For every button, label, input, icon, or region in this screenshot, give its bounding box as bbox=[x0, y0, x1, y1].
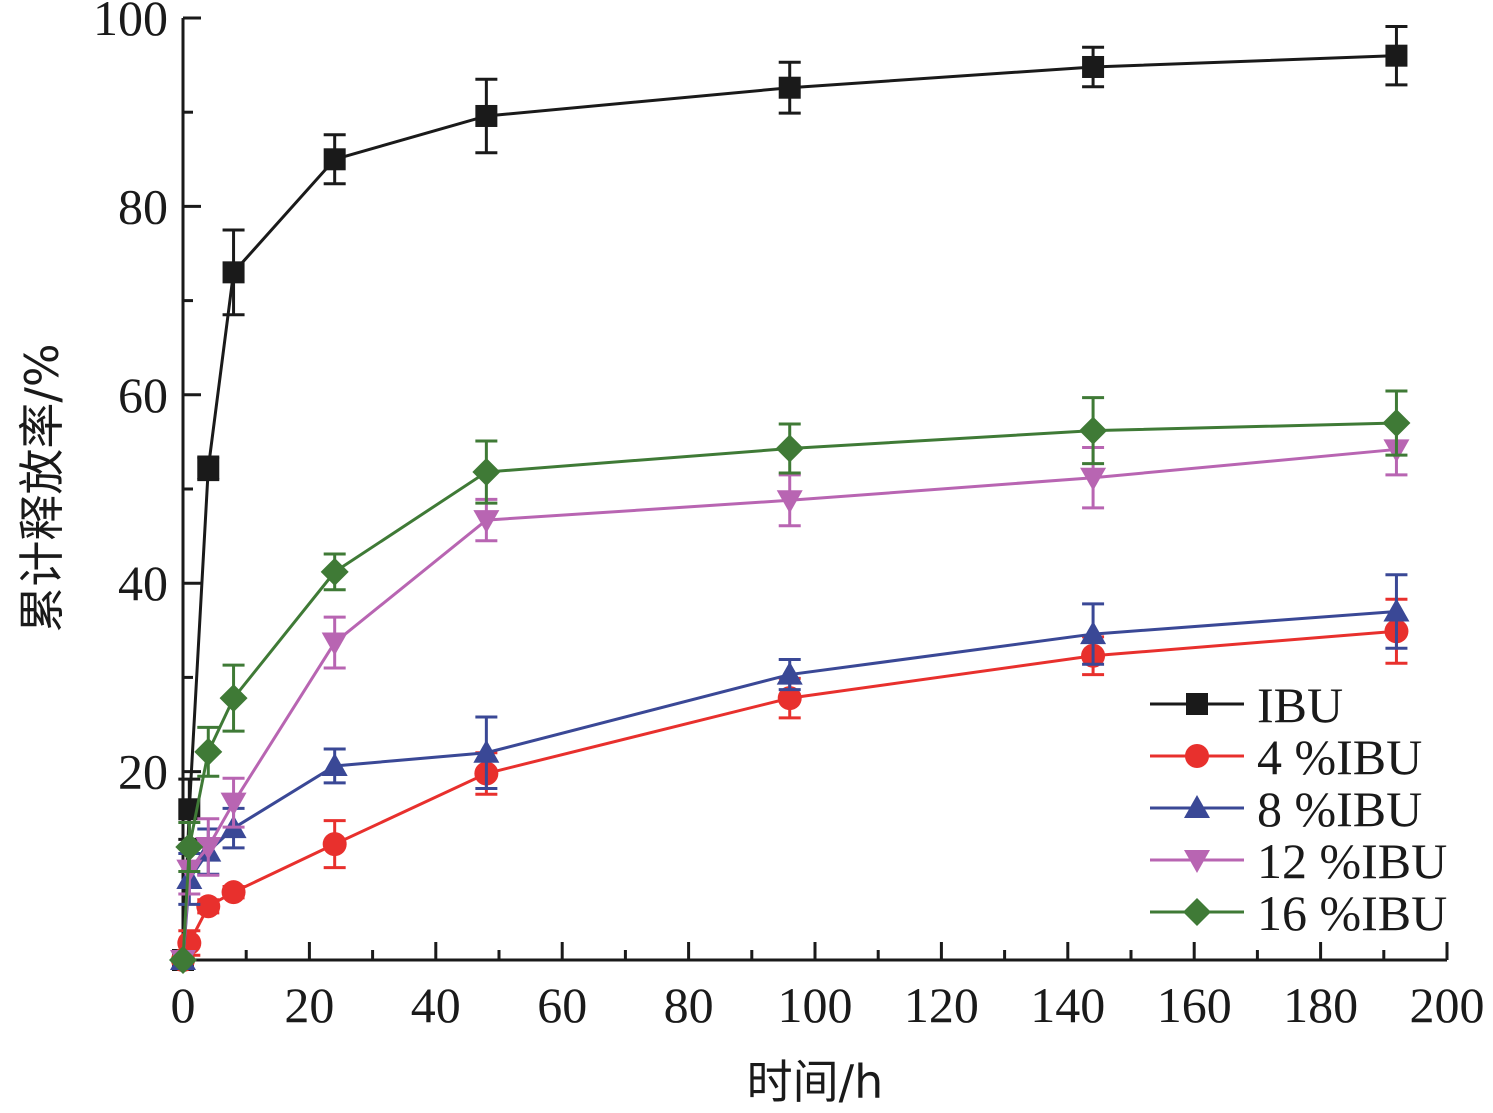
data-point bbox=[323, 148, 346, 171]
data-point bbox=[169, 946, 197, 974]
y-tick-label: 60 bbox=[118, 367, 168, 423]
data-point bbox=[778, 76, 801, 99]
legend-marker bbox=[1186, 693, 1208, 715]
data-point bbox=[777, 686, 802, 711]
data-point bbox=[196, 894, 221, 919]
data-point bbox=[776, 661, 803, 685]
series-1 bbox=[172, 24, 1408, 971]
x-tick-label: 180 bbox=[1283, 977, 1358, 1033]
x-tick-label: 100 bbox=[778, 977, 853, 1033]
legend-label: 8 %IBU bbox=[1257, 781, 1422, 837]
y-tick-label: 100 bbox=[93, 0, 168, 46]
x-tick-label: 200 bbox=[1410, 977, 1485, 1033]
data-point bbox=[321, 632, 348, 656]
data-point bbox=[222, 261, 245, 284]
data-point bbox=[776, 490, 803, 514]
data-point bbox=[1383, 598, 1410, 622]
x-tick-label: 120 bbox=[904, 977, 979, 1033]
legend-item-3: 8 %IBU bbox=[1150, 781, 1422, 837]
data-point bbox=[1082, 55, 1105, 78]
data-point bbox=[1382, 409, 1411, 438]
y-tick-label: 40 bbox=[118, 555, 168, 611]
legend-marker bbox=[1184, 850, 1210, 873]
x-tick-label: 60 bbox=[537, 977, 587, 1033]
data-point bbox=[1079, 416, 1108, 445]
data-point bbox=[194, 737, 223, 766]
data-point bbox=[320, 557, 349, 586]
data-point bbox=[1385, 44, 1408, 67]
data-point bbox=[195, 836, 222, 860]
x-tick-label: 20 bbox=[284, 977, 334, 1033]
legend-label: 16 %IBU bbox=[1257, 885, 1447, 941]
data-point bbox=[220, 792, 247, 816]
x-tick-label: 0 bbox=[171, 977, 196, 1033]
series-2 bbox=[171, 597, 1409, 972]
data-point bbox=[221, 880, 246, 905]
legend-marker bbox=[1185, 744, 1209, 768]
x-axis-title: 时间/h bbox=[747, 1055, 884, 1109]
x-tick-label: 140 bbox=[1030, 977, 1105, 1033]
data-point bbox=[175, 832, 204, 861]
data-point bbox=[1080, 621, 1107, 645]
y-axis-title: 累计释放率/% bbox=[15, 343, 69, 632]
legend-item-5: 16 %IBU bbox=[1150, 885, 1447, 941]
series-layer bbox=[169, 24, 1411, 974]
data-point bbox=[472, 458, 501, 487]
legend-item-2: 4 %IBU bbox=[1150, 729, 1422, 785]
data-point bbox=[219, 684, 248, 713]
x-tick-label: 160 bbox=[1157, 977, 1232, 1033]
legend-label: IBU bbox=[1257, 677, 1343, 733]
data-point bbox=[321, 752, 348, 776]
data-point bbox=[473, 739, 500, 763]
axes: 0 20 40 60 80 100 120 140 160 180 200 20 40 60 80 100 bbox=[93, 0, 1485, 1033]
legend-item-4: 12 %IBU bbox=[1150, 833, 1447, 889]
legend-label: 12 %IBU bbox=[1257, 833, 1447, 889]
legend-item-1: IBU bbox=[1150, 677, 1343, 733]
legend-marker bbox=[1183, 898, 1211, 926]
data-point bbox=[475, 104, 498, 127]
legend-marker bbox=[1184, 795, 1210, 818]
y-tick-label: 20 bbox=[118, 744, 168, 800]
y-tick-label: 80 bbox=[118, 178, 168, 234]
data-point bbox=[473, 510, 500, 534]
data-point bbox=[1080, 467, 1107, 491]
x-tick-label: 80 bbox=[664, 977, 714, 1033]
data-point bbox=[775, 434, 804, 463]
data-point bbox=[197, 457, 220, 480]
legend-label: 4 %IBU bbox=[1257, 729, 1422, 785]
series-5 bbox=[169, 389, 1411, 974]
data-point bbox=[322, 832, 347, 857]
x-tick-label: 40 bbox=[411, 977, 461, 1033]
